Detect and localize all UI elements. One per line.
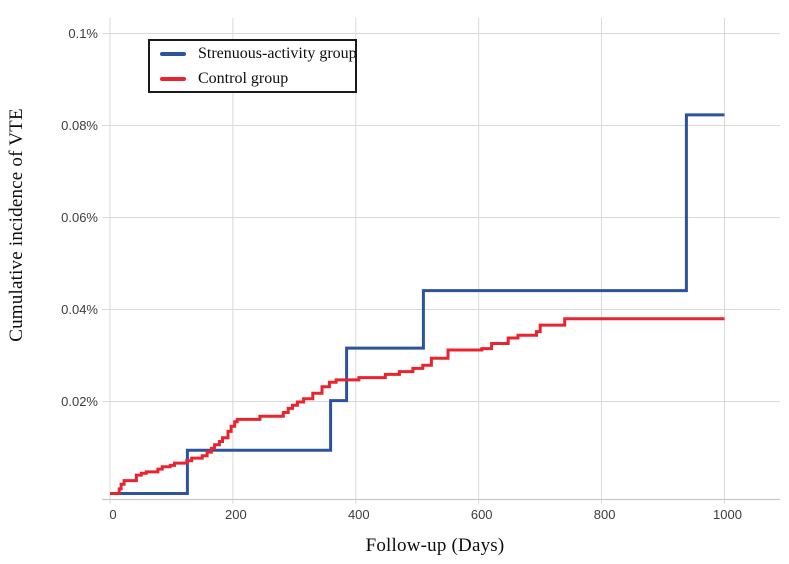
legend-line-sample-strenuous — [160, 51, 186, 56]
y-tick-label: 0.06% — [61, 210, 98, 225]
x-tick-label: 800 — [594, 507, 616, 522]
y-tick-label: 0.02% — [61, 394, 98, 409]
x-tick-label: 600 — [471, 507, 493, 522]
y-tick-label: 0.04% — [61, 302, 98, 317]
series-line-control — [110, 317, 725, 495]
y-tick-label: 0.1% — [68, 26, 98, 41]
x-tick-label: 400 — [348, 507, 370, 522]
y-axis-title: Cumulative incidence of VTE — [6, 108, 27, 342]
legend-item-strenuous: Strenuous-activity group — [160, 41, 357, 66]
legend: Strenuous-activity group Control group — [148, 39, 357, 93]
legend-line-sample-control — [160, 76, 186, 81]
y-tick-label: 0.08% — [61, 118, 98, 133]
x-tick-label: 0 — [109, 507, 116, 522]
legend-item-control: Control group — [160, 66, 355, 91]
series-line-strenuous-activity — [110, 113, 725, 495]
legend-label-strenuous: Strenuous-activity group — [198, 44, 357, 62]
x-tick-label: 200 — [225, 507, 247, 522]
x-axis-title: Follow-up (Days) — [365, 535, 505, 556]
legend-label-control: Control group — [198, 69, 289, 87]
x-tick-label: 1000 — [713, 507, 742, 522]
